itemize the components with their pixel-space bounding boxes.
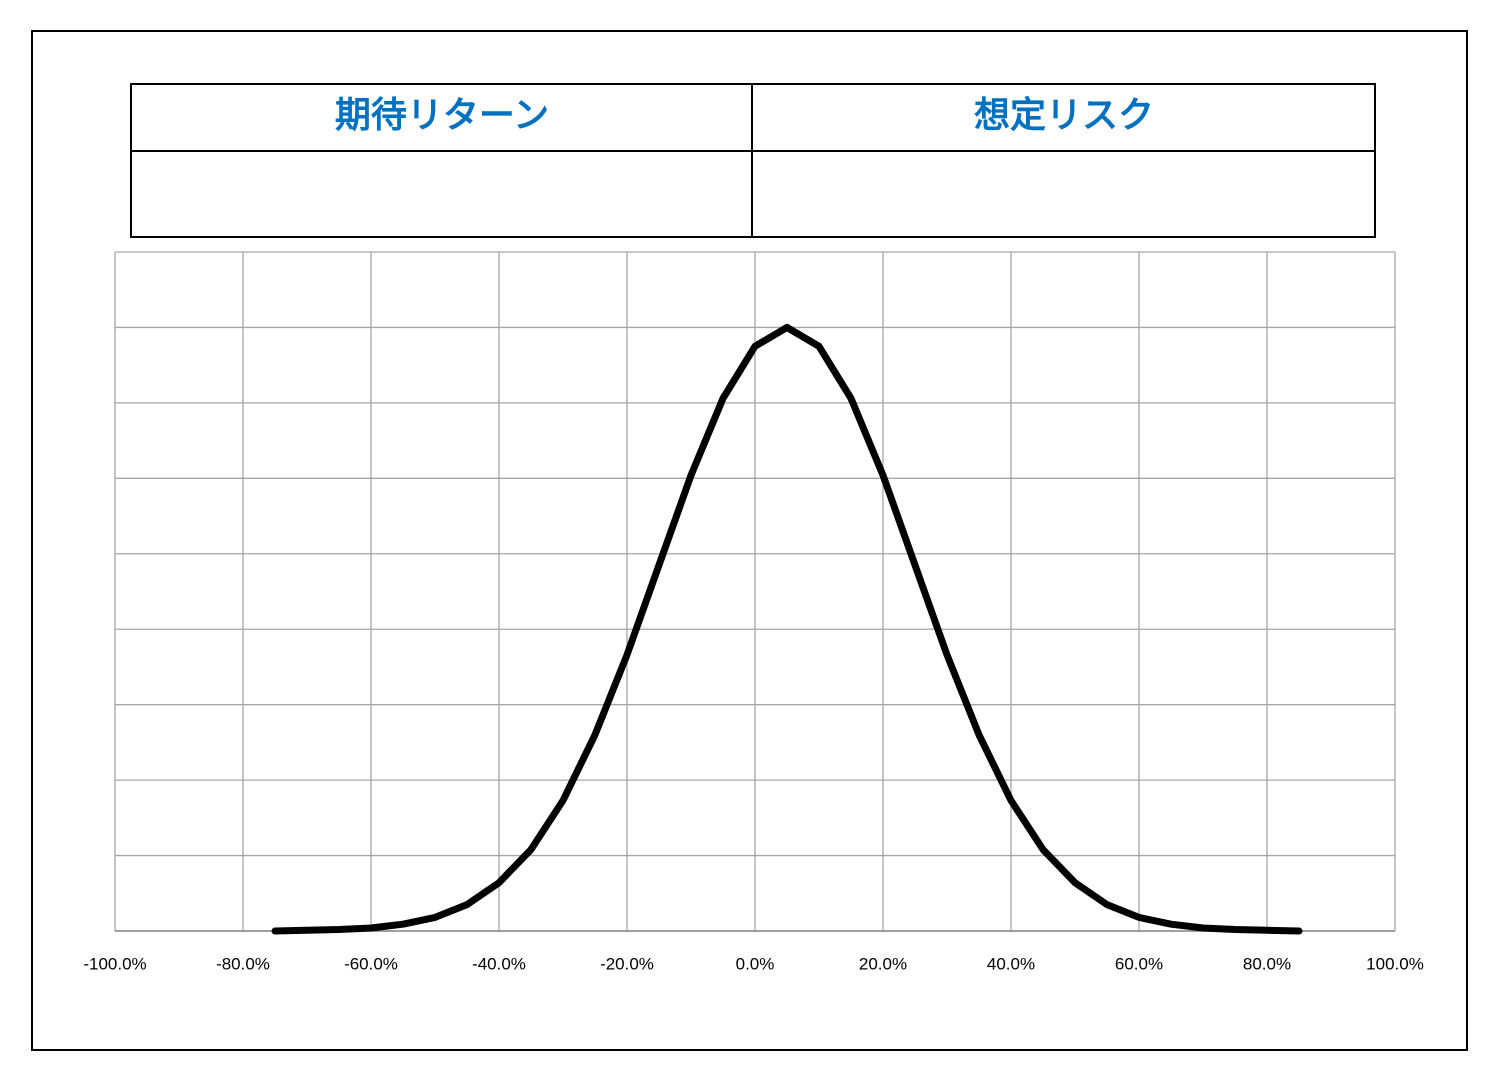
table-header: 想定リスク [974,95,1154,136]
x-tick-label: -40.0% [472,954,526,973]
line-series [271,323,1303,935]
frame [31,30,1468,1051]
x-tick-label: 60.0% [1115,954,1163,973]
x-tick-label: -100.0% [83,954,146,973]
x-tick-label: 20.0% [859,954,907,973]
table-header: 期待リターン [335,95,549,136]
x-tick-label: 80.0% [1243,954,1291,973]
x-tick-label: -20.0% [600,954,654,973]
x-tick-label: -80.0% [216,954,270,973]
x-tick-label: 40.0% [987,954,1035,973]
x-tick-label: -60.0% [344,954,398,973]
x-tick-label: 0.0% [736,954,775,973]
x-tick-label: 100.0% [1366,954,1424,973]
